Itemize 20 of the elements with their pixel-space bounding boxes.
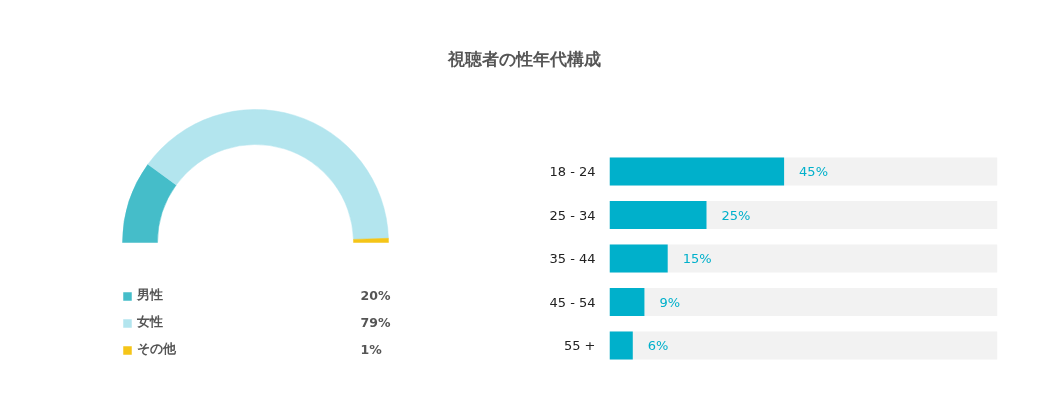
y-tick-label: 45 - 54 xyxy=(549,294,596,310)
y-tick-label: 18 - 24 xyxy=(549,164,596,179)
data-label: 45% xyxy=(799,164,829,179)
data-label: 6% xyxy=(647,338,669,353)
y-tick-label: 35 - 44 xyxy=(549,251,596,266)
data-label: 25% xyxy=(721,207,751,223)
y-tick-label: 25 - 34 xyxy=(549,207,596,223)
data-label: 20% xyxy=(360,288,391,303)
data-label: 15% xyxy=(682,251,712,266)
bar xyxy=(609,244,668,273)
y-tick-label: 55 + xyxy=(563,338,596,353)
text: 視聴者の性年代構成 xyxy=(447,48,601,71)
bar xyxy=(609,288,645,316)
data-label: 1% xyxy=(360,342,383,357)
data-label: 79% xyxy=(360,315,391,330)
legend-label: その他 xyxy=(137,341,176,358)
legend-label: 女性 xyxy=(137,314,163,331)
bar xyxy=(609,331,633,360)
legend-label: 男性 xyxy=(137,287,163,304)
data-label: 9% xyxy=(659,294,681,310)
